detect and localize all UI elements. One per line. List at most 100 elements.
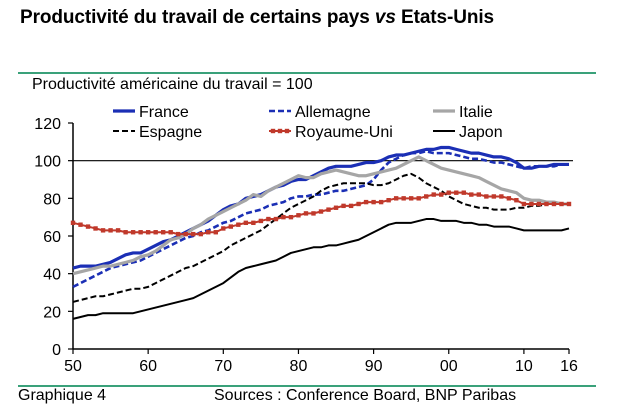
series-marker-royaume_uni [469,192,474,197]
y-tick-label: 100 [34,154,61,171]
series-marker-royaume_uni [566,201,572,207]
series-marker-royaume_uni [78,222,83,227]
x-tick-label: 70 [214,358,232,375]
y-tick-label: 80 [43,191,61,208]
series-marker-royaume_uni [386,198,391,203]
series-marker-royaume_uni [206,230,211,235]
legend-marker-royaume_uni [284,128,290,134]
legend-label-espagne: Espagne [139,124,202,141]
series-marker-royaume_uni [446,190,451,195]
series-marker-royaume_uni [529,201,534,207]
series-marker-royaume_uni [356,201,361,207]
x-tick-label: 10 [515,358,533,375]
y-tick-label: 120 [34,116,61,133]
legend-label-italie: Italie [459,104,493,121]
series-marker-royaume_uni [228,224,234,229]
series-marker-royaume_uni [393,196,399,201]
series-marker-royaume_uni [439,192,444,197]
legend-marker-royaume_uni [277,128,283,134]
series-line-espagne [72,172,569,303]
legend-marker-royaume_uni [270,128,276,134]
y-tick-label: 60 [43,229,61,246]
series-marker-royaume_uni [363,199,369,205]
series-marker-royaume_uni [198,231,203,237]
series-marker-royaume_uni [138,230,143,235]
series-marker-royaume_uni [476,192,482,197]
series-line-japon [72,218,570,320]
series-marker-royaume_uni [371,199,376,205]
series-marker-royaume_uni [160,230,166,235]
series-marker-royaume_uni [123,230,128,235]
series-marker-royaume_uni [461,190,466,195]
series-marker-royaume_uni [424,194,429,199]
series-marker-royaume_uni [544,201,549,207]
series-marker-royaume_uni [176,231,181,237]
chart-subtitle: Productivité américaine du travail = 100 [32,76,313,93]
series-marker-royaume_uni [296,213,301,218]
series-marker-royaume_uni [221,226,226,231]
series-marker-royaume_uni [115,228,121,233]
series-marker-royaume_uni [108,228,113,233]
y-tick-label: 0 [52,342,61,359]
series-marker-royaume_uni [416,196,421,201]
legend-label-japon: Japon [459,124,503,141]
chart-plot: 0 20 40 60 80 100 120 50 60 70 80 90 00 10 16 France All… [34,104,578,375]
x-tick-label: 50 [64,358,82,375]
series-marker-royaume_uni [408,196,414,201]
series-marker-royaume_uni [236,222,241,227]
series-marker-royaume_uni [401,196,406,201]
series-marker-royaume_uni [484,194,489,199]
figure-number: Graphique 4 [18,387,107,404]
series-marker-royaume_uni [551,201,557,207]
title-part-1: Productivité du travail de certains pays [20,7,375,28]
series-marker-royaume_uni [333,205,339,210]
series-line-italie [72,155,569,276]
series-marker-royaume_uni [491,194,497,199]
series-marker-royaume_uni [243,220,249,226]
x-tick-label: 16 [560,358,578,375]
series-marker-royaume_uni [258,218,264,224]
series-marker-royaume_uni [100,228,106,233]
series-marker-royaume_uni [378,199,384,205]
series-marker-royaume_uni [288,214,294,220]
series-marker-royaume_uni [213,230,218,235]
bottom-divider [18,385,596,387]
series-marker-royaume_uni [559,201,564,207]
chart-sources: Sources : Conference Board, BNP Paribas [214,387,517,404]
y-tick-label: 20 [43,304,61,321]
chart-title: Productivité du travail de certains pays… [20,7,494,29]
series-marker-royaume_uni [191,231,196,237]
series-marker-royaume_uni [183,231,188,237]
title-part-2: vs [374,7,396,28]
series-line-france [72,145,569,270]
legend-label-france: France [139,104,189,121]
series-marker-royaume_uni [130,230,136,235]
series-marker-royaume_uni [536,201,542,207]
series-marker-royaume_uni [168,230,173,235]
top-divider [18,72,596,74]
series-marker-royaume_uni [93,226,98,231]
series-line-allemagne [72,149,569,289]
x-tick-label: 90 [365,358,383,375]
series-marker-royaume_uni [326,207,331,212]
series-marker-royaume_uni [311,211,316,216]
series-marker-royaume_uni [521,201,527,207]
series-marker-royaume_uni [506,196,512,201]
series-marker-royaume_uni [318,209,324,214]
y-tick-label: 40 [43,267,61,284]
series-marker-royaume_uni [431,192,436,197]
series-marker-royaume_uni [281,214,286,220]
series-marker-royaume_uni [348,203,354,209]
x-tick-label: 80 [290,358,308,375]
series-marker-royaume_uni [251,220,256,226]
x-tick-label: 60 [139,358,157,375]
series-marker-royaume_uni [85,224,91,229]
series-marker-royaume_uni [514,198,519,203]
legend-label-allemagne: Allemagne [295,104,371,121]
series-marker-royaume_uni [273,216,279,222]
series-marker-royaume_uni [266,216,271,222]
series-marker-royaume_uni [454,190,459,195]
series-marker-royaume_uni [145,230,151,235]
series-marker-royaume_uni [153,230,158,235]
